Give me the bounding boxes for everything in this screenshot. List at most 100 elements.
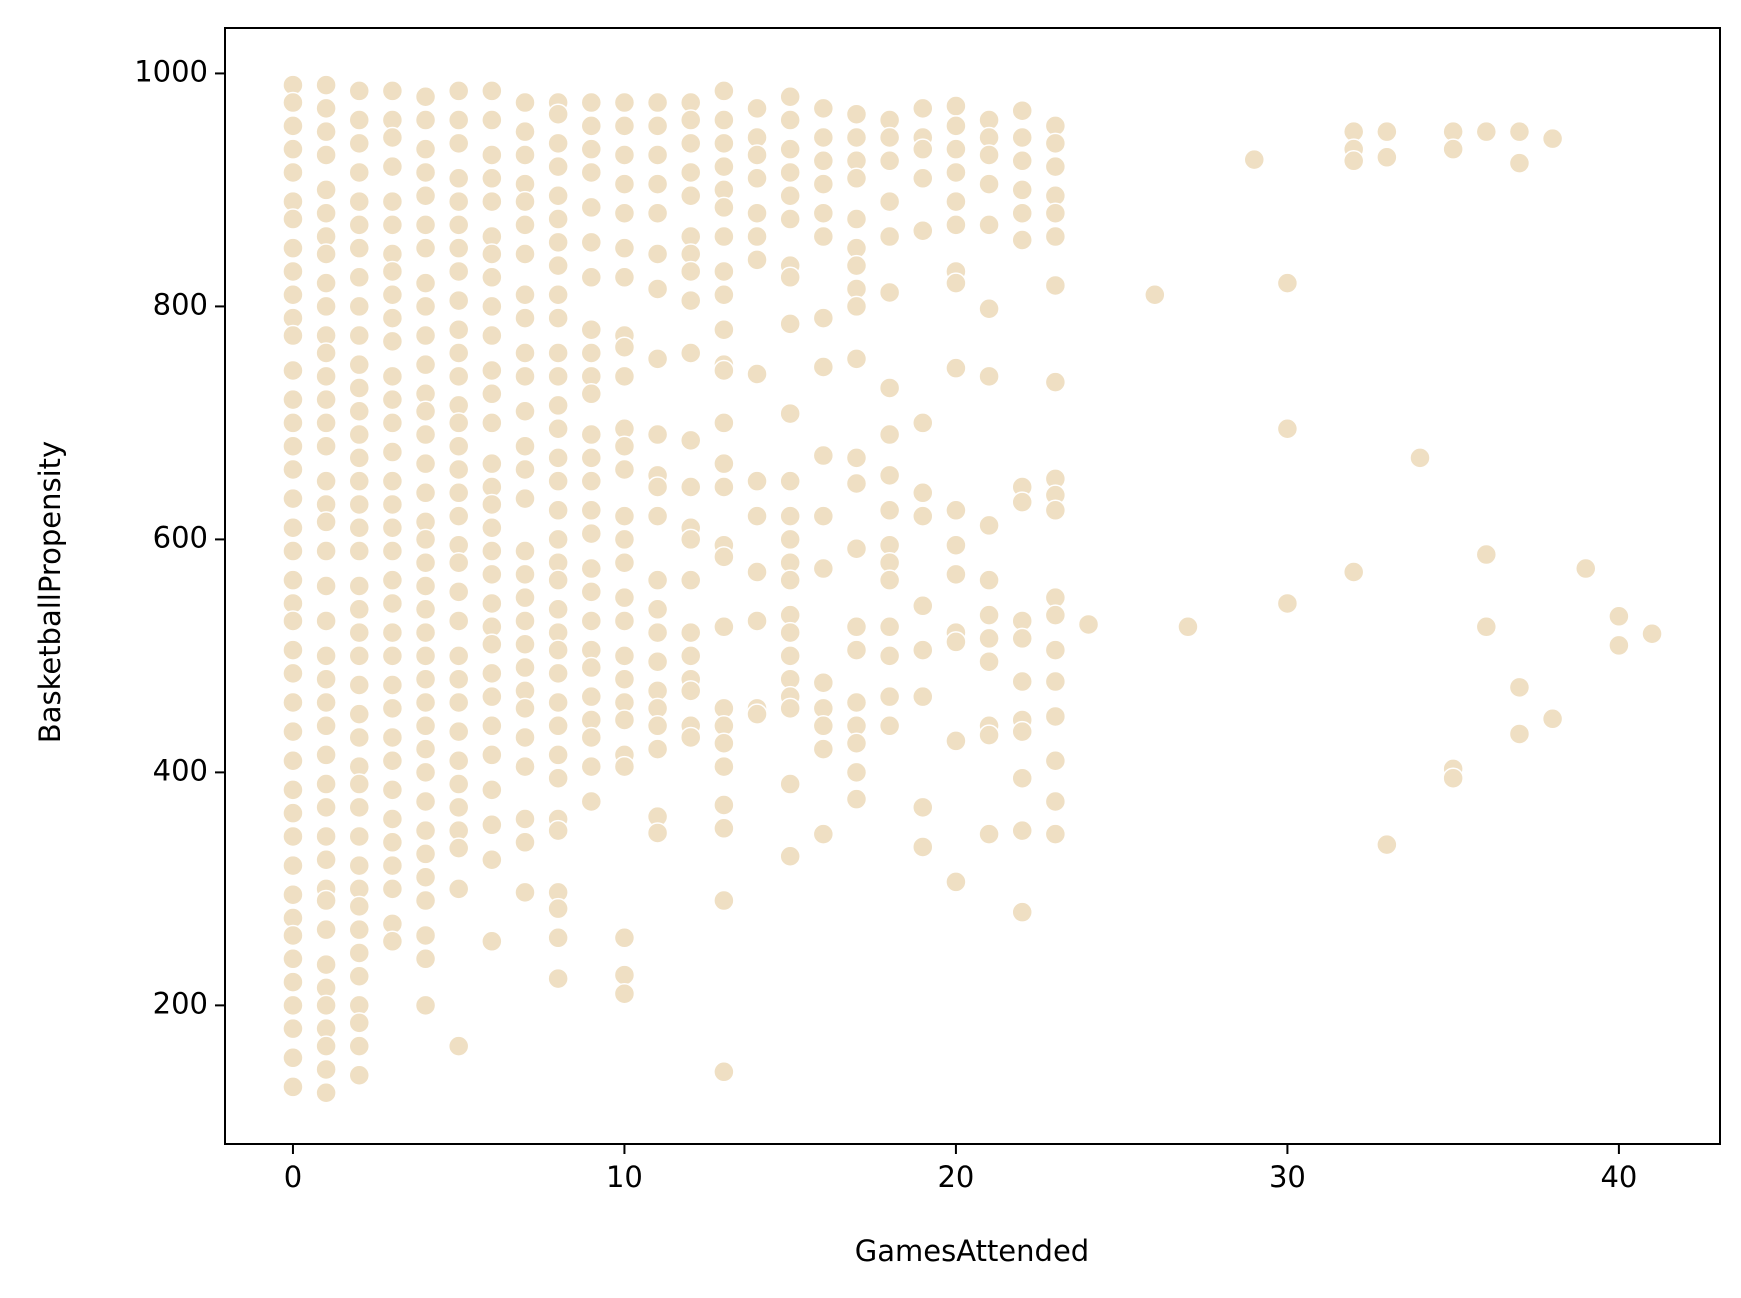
point (713, 755, 735, 778)
point (282, 324, 304, 347)
point (514, 284, 536, 306)
point (315, 540, 337, 562)
point (812, 150, 835, 172)
point (845, 348, 868, 370)
point (414, 272, 437, 294)
point (315, 994, 337, 1017)
point (547, 927, 569, 949)
point (978, 724, 1000, 746)
point (779, 313, 801, 335)
point (514, 190, 536, 213)
point (945, 730, 967, 752)
point (381, 330, 404, 353)
point (580, 610, 603, 632)
point (845, 167, 868, 190)
point (713, 196, 735, 219)
point (381, 854, 404, 877)
point (447, 691, 470, 714)
point (580, 581, 603, 603)
point (779, 470, 801, 492)
point (713, 889, 735, 912)
point (414, 668, 437, 690)
point (580, 755, 603, 778)
point (912, 505, 934, 527)
point (381, 726, 404, 749)
point (613, 144, 636, 166)
point (514, 365, 536, 388)
point (1442, 138, 1464, 160)
point (713, 80, 735, 102)
point (878, 377, 901, 399)
point (348, 295, 371, 318)
point (912, 219, 934, 242)
point (713, 476, 735, 498)
point (1011, 720, 1033, 743)
point (713, 546, 735, 568)
y-tick-label: 600 (153, 520, 208, 554)
point (812, 225, 835, 248)
point (1508, 676, 1531, 699)
point (481, 167, 503, 190)
y-tick-label: 1000 (134, 54, 208, 88)
point (348, 377, 371, 399)
point (447, 505, 470, 527)
point (348, 1012, 371, 1034)
point (381, 674, 404, 696)
point (447, 214, 470, 236)
point (414, 161, 437, 184)
point (481, 517, 503, 539)
point (447, 482, 470, 504)
point (414, 184, 437, 207)
point (348, 621, 371, 644)
point (514, 307, 536, 329)
point (414, 551, 437, 574)
point (878, 281, 901, 304)
point (1243, 148, 1266, 171)
point (447, 167, 470, 190)
point (1376, 833, 1398, 856)
point (481, 662, 503, 685)
point (514, 656, 536, 679)
point (282, 458, 304, 481)
point (1342, 561, 1365, 583)
point (547, 394, 569, 417)
point (1044, 499, 1067, 522)
point (348, 109, 371, 131)
point (381, 517, 404, 539)
point (414, 598, 437, 621)
point (481, 779, 503, 801)
point (646, 505, 669, 527)
point (481, 383, 503, 405)
point (481, 452, 503, 475)
point (945, 563, 967, 586)
point (481, 563, 503, 586)
point (547, 254, 569, 277)
point (348, 965, 371, 988)
point (1475, 120, 1498, 143)
point (613, 982, 636, 1005)
point (945, 534, 967, 556)
y-tick-label: 200 (153, 986, 208, 1020)
point (414, 237, 437, 259)
point (978, 365, 1000, 388)
point (414, 400, 437, 423)
point (447, 260, 470, 283)
point (1475, 543, 1498, 566)
point (713, 359, 735, 382)
point (315, 796, 337, 819)
point (845, 639, 868, 661)
point (613, 458, 636, 481)
point (414, 452, 437, 475)
point (348, 266, 371, 289)
point (381, 214, 404, 236)
point (381, 190, 404, 213)
point (414, 924, 437, 947)
point (646, 144, 669, 166)
point (547, 662, 569, 685)
point (282, 610, 304, 632)
point (481, 359, 503, 382)
point (547, 744, 569, 766)
point (414, 691, 437, 714)
point (547, 184, 569, 207)
point (646, 278, 669, 300)
